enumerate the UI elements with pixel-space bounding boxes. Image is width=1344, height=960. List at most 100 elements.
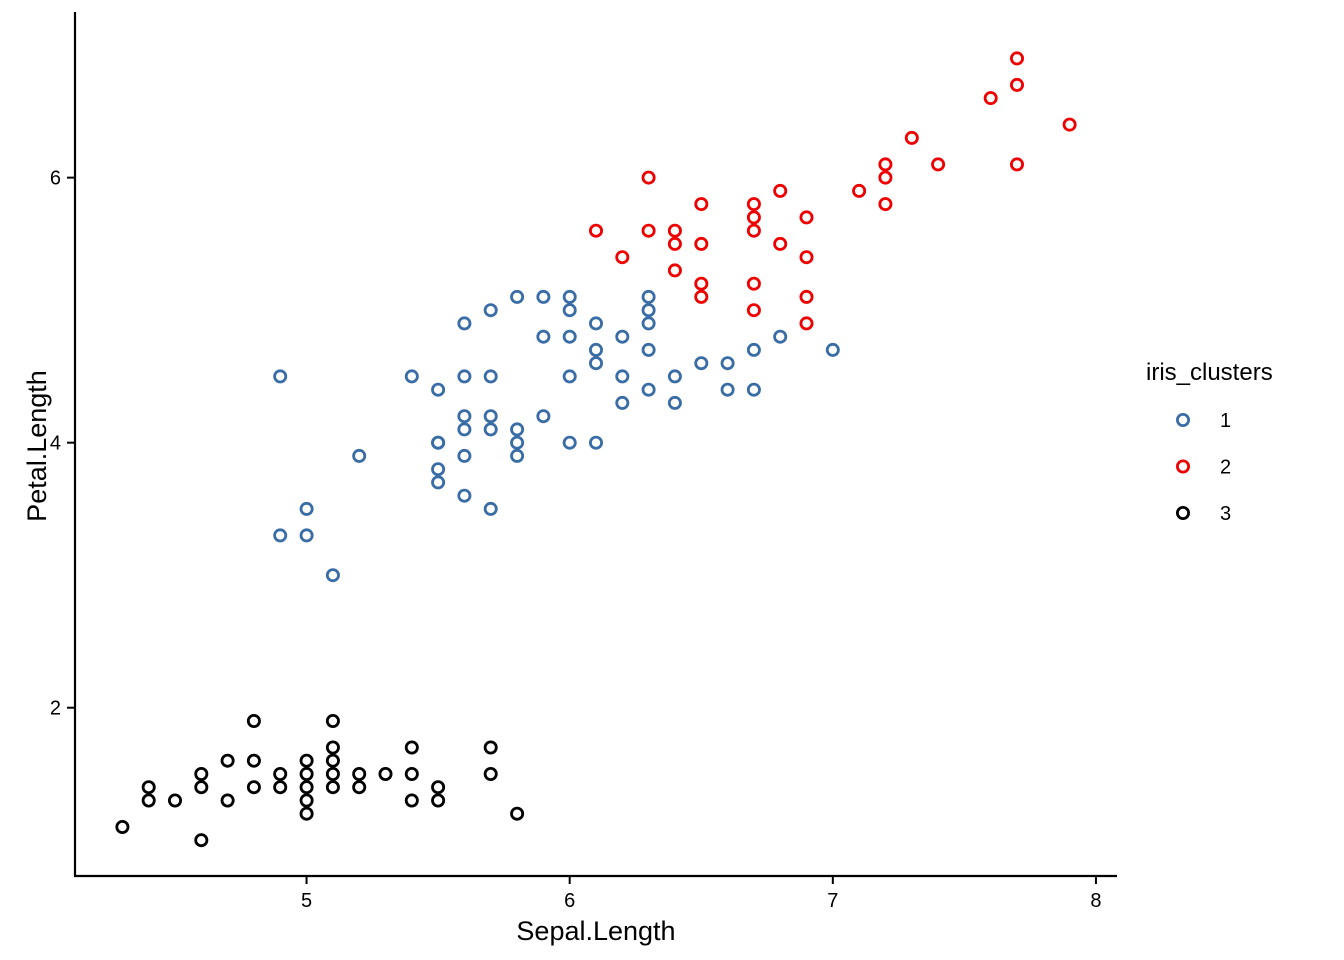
data-point-cluster-1 bbox=[720, 382, 735, 397]
data-point-cluster-3 bbox=[194, 767, 209, 782]
data-point-cluster-1 bbox=[641, 382, 656, 397]
data-point-cluster-1 bbox=[483, 369, 498, 384]
data-point-cluster-3 bbox=[404, 740, 419, 755]
data-point-cluster-3 bbox=[273, 780, 288, 795]
data-point-cluster-1 bbox=[641, 303, 656, 318]
data-point-cluster-1 bbox=[694, 356, 709, 371]
data-point-cluster-1 bbox=[641, 289, 656, 304]
points-layer bbox=[115, 51, 1077, 848]
data-point-cluster-2 bbox=[641, 170, 656, 185]
data-point-cluster-1 bbox=[536, 329, 551, 344]
data-point-cluster-2 bbox=[667, 263, 682, 278]
data-point-cluster-1 bbox=[325, 568, 340, 583]
data-point-cluster-3 bbox=[299, 780, 314, 795]
data-point-cluster-2 bbox=[878, 170, 893, 185]
data-point-cluster-3 bbox=[431, 793, 446, 808]
data-point-cluster-1 bbox=[431, 382, 446, 397]
data-point-cluster-2 bbox=[667, 236, 682, 251]
data-point-cluster-3 bbox=[141, 780, 156, 795]
x-axis-title: Sepal.Length bbox=[516, 916, 675, 946]
data-point-cluster-3 bbox=[404, 767, 419, 782]
data-point-cluster-1 bbox=[483, 303, 498, 318]
data-point-cluster-1 bbox=[562, 435, 577, 450]
data-point-cluster-1 bbox=[589, 435, 604, 450]
data-point-cluster-1 bbox=[562, 303, 577, 318]
data-point-cluster-1 bbox=[457, 488, 472, 503]
data-point-cluster-3 bbox=[220, 793, 235, 808]
data-point-cluster-1 bbox=[431, 462, 446, 477]
data-point-cluster-3 bbox=[352, 767, 367, 782]
data-point-cluster-3 bbox=[220, 753, 235, 768]
legend-title: iris_clusters bbox=[1146, 359, 1273, 386]
data-point-cluster-2 bbox=[615, 250, 630, 265]
data-point-cluster-1 bbox=[720, 356, 735, 371]
data-point-cluster-2 bbox=[746, 210, 761, 225]
data-point-cluster-2 bbox=[589, 223, 604, 238]
data-point-cluster-2 bbox=[1062, 117, 1077, 132]
data-point-cluster-3 bbox=[115, 820, 130, 835]
data-point-cluster-3 bbox=[246, 753, 261, 768]
data-point-cluster-1 bbox=[589, 356, 604, 371]
data-point-cluster-2 bbox=[773, 236, 788, 251]
legend-label-cluster-2: 2 bbox=[1220, 457, 1231, 479]
data-point-cluster-3 bbox=[299, 806, 314, 821]
data-point-cluster-2 bbox=[904, 130, 919, 145]
data-point-cluster-3 bbox=[299, 793, 314, 808]
y-axis-title: Petal.Length bbox=[22, 370, 52, 522]
data-point-cluster-3 bbox=[325, 753, 340, 768]
data-point-cluster-1 bbox=[457, 316, 472, 331]
data-point-cluster-1 bbox=[536, 409, 551, 424]
data-point-cluster-3 bbox=[325, 780, 340, 795]
data-point-cluster-1 bbox=[483, 409, 498, 424]
data-point-cluster-3 bbox=[510, 806, 525, 821]
data-point-cluster-2 bbox=[931, 157, 946, 172]
data-point-cluster-3 bbox=[299, 753, 314, 768]
data-point-cluster-2 bbox=[799, 210, 814, 225]
x-tick-label: 8 bbox=[1090, 890, 1101, 912]
data-point-cluster-3 bbox=[483, 767, 498, 782]
data-point-cluster-2 bbox=[799, 289, 814, 304]
data-point-cluster-3 bbox=[352, 780, 367, 795]
y-tick-label: 2 bbox=[50, 698, 61, 720]
data-point-cluster-1 bbox=[457, 422, 472, 437]
data-point-cluster-1 bbox=[510, 289, 525, 304]
data-point-cluster-3 bbox=[378, 767, 393, 782]
data-point-cluster-3 bbox=[404, 793, 419, 808]
data-point-cluster-1 bbox=[431, 435, 446, 450]
y-axis-ticks: 2 4 6 bbox=[50, 168, 75, 720]
data-point-cluster-1 bbox=[431, 475, 446, 490]
data-point-cluster-1 bbox=[641, 316, 656, 331]
y-tick-label: 4 bbox=[50, 433, 61, 455]
data-point-cluster-3 bbox=[325, 740, 340, 755]
data-point-cluster-2 bbox=[694, 289, 709, 304]
data-point-cluster-3 bbox=[141, 793, 156, 808]
data-point-cluster-1 bbox=[299, 501, 314, 516]
data-point-cluster-1 bbox=[510, 448, 525, 463]
data-point-cluster-2 bbox=[1010, 51, 1025, 66]
data-point-cluster-3 bbox=[194, 780, 209, 795]
data-point-cluster-2 bbox=[694, 197, 709, 212]
data-point-cluster-1 bbox=[404, 369, 419, 384]
x-tick-label: 5 bbox=[301, 890, 312, 912]
data-point-cluster-1 bbox=[615, 329, 630, 344]
data-point-cluster-2 bbox=[746, 276, 761, 291]
data-point-cluster-1 bbox=[589, 316, 604, 331]
data-point-cluster-1 bbox=[667, 369, 682, 384]
data-point-cluster-1 bbox=[510, 435, 525, 450]
data-point-cluster-2 bbox=[983, 91, 998, 106]
data-point-cluster-2 bbox=[799, 250, 814, 265]
data-point-cluster-1 bbox=[457, 448, 472, 463]
data-point-cluster-1 bbox=[615, 369, 630, 384]
data-point-cluster-1 bbox=[562, 369, 577, 384]
data-point-cluster-2 bbox=[852, 183, 867, 198]
data-point-cluster-3 bbox=[325, 767, 340, 782]
data-point-cluster-2 bbox=[773, 183, 788, 198]
data-point-cluster-3 bbox=[167, 793, 182, 808]
legend-key-cluster-2 bbox=[1176, 459, 1191, 474]
data-point-cluster-1 bbox=[773, 329, 788, 344]
data-point-cluster-1 bbox=[273, 528, 288, 543]
data-point-cluster-3 bbox=[325, 714, 340, 729]
data-point-cluster-1 bbox=[615, 395, 630, 410]
data-point-cluster-2 bbox=[694, 276, 709, 291]
data-point-cluster-2 bbox=[1010, 77, 1025, 92]
